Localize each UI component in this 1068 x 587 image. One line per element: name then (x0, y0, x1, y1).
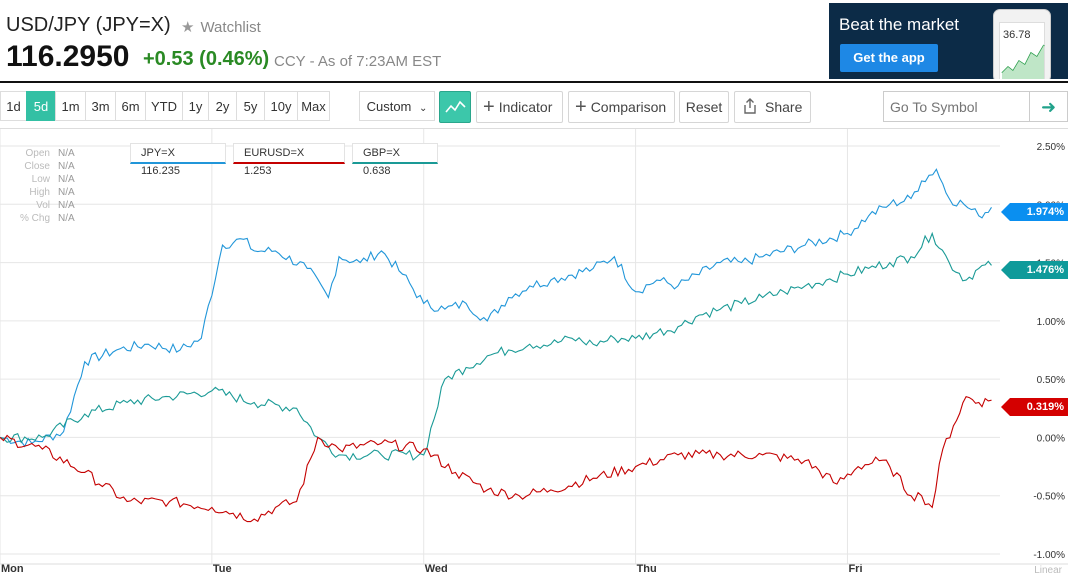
custom-range-dropdown[interactable]: Custom ⌄ (359, 91, 435, 121)
range-button-1d[interactable]: 1d (0, 91, 27, 121)
range-button-2y[interactable]: 2y (208, 91, 237, 121)
y-tick-label: 2.50% (1037, 142, 1065, 153)
share-button[interactable]: Share (734, 91, 811, 123)
series-line-eurusdx (0, 395, 992, 523)
comparison-button[interactable]: + Comparison (568, 91, 675, 123)
range-button-3m[interactable]: 3m (85, 91, 116, 121)
chart-type-button[interactable] (439, 91, 471, 123)
ad-headline: Beat the market (839, 15, 960, 34)
y-tick-label: 1.00% (1037, 317, 1065, 328)
legend-item[interactable]: EURUSD=X 1.253 (233, 143, 345, 177)
last-price: 116.2950 (6, 40, 130, 73)
y-tick-label: -1.00% (1033, 550, 1065, 561)
x-tick-label: Mon (1, 563, 24, 575)
reset-button[interactable]: Reset (679, 91, 729, 123)
quote-meta: CCY - As of 7:23AM EST (274, 53, 442, 70)
comparison-label: Comparison (590, 99, 667, 115)
ohlc-value: N/A (58, 187, 75, 198)
chevron-down-icon: ⌄ (419, 103, 428, 114)
header-divider (0, 81, 1068, 83)
ohlc-label: High (29, 187, 50, 198)
indicator-button[interactable]: + Indicator (476, 91, 563, 123)
legend-item[interactable]: GBP=X 0.638 (352, 143, 438, 177)
symbol-title: USD/JPY (JPY=X) (6, 14, 171, 36)
star-icon: ★ (181, 19, 195, 36)
share-label: Share (765, 99, 803, 115)
ohlc-value: N/A (58, 148, 75, 159)
line-chart-icon (445, 100, 466, 113)
ohlc-row: High N/A (0, 186, 80, 199)
range-button-10y[interactable]: 10y (264, 91, 298, 121)
phone-value: 36.78 (1003, 29, 1031, 41)
arrow-right-icon: ➜ (1040, 97, 1057, 117)
series-line-jpyx (0, 168, 992, 448)
last-value-tag: 0.319% (1001, 398, 1068, 416)
ohlc-label: Low (31, 174, 50, 185)
ohlc-value: N/A (58, 161, 75, 172)
watchlist-label: Watchlist (200, 19, 261, 36)
ohlc-value: N/A (58, 174, 75, 185)
go-to-symbol-input[interactable] (883, 91, 1030, 122)
reset-label: Reset (685, 99, 723, 115)
ohlc-value: N/A (58, 213, 75, 224)
ohlc-label: Open (25, 148, 50, 159)
y-tick-label: -0.50% (1033, 492, 1065, 503)
price-change: +0.53 (0.46%) (143, 48, 270, 70)
range-button-1y[interactable]: 1y (182, 91, 209, 121)
y-tick-label: 0.50% (1037, 375, 1065, 386)
range-button-1m[interactable]: 1m (55, 91, 86, 121)
ohlc-row: Low N/A (0, 173, 80, 186)
get-app-button[interactable]: Get the app (840, 44, 938, 72)
range-button-6m[interactable]: 6m (115, 91, 146, 121)
ohlc-row: Open N/A (0, 147, 80, 160)
toolbar-divider (0, 128, 1068, 129)
ohlc-label: % Chg (19, 213, 50, 224)
scale-label[interactable]: Linear (1034, 565, 1062, 576)
ohlc-row: Close N/A (0, 160, 80, 173)
watchlist-button[interactable]: ★ Watchlist (181, 18, 261, 36)
phone-screen: 36.78 (999, 22, 1045, 79)
legend-item[interactable]: JPY=X 116.235 (130, 143, 226, 177)
ohlc-row: % Chg N/A (0, 212, 80, 225)
custom-label: Custom (366, 99, 412, 114)
ohlc-value: N/A (58, 200, 75, 211)
app-ad-banner[interactable]: Beat the market Get the app 36.78 (829, 3, 1068, 79)
plus-icon: + (483, 96, 495, 118)
quote-header: USD/JPY (JPY=X) ★ Watchlist 116.2950 +0.5… (0, 0, 1068, 83)
x-tick-label: Tue (213, 563, 232, 575)
plus-icon: + (575, 96, 587, 118)
y-tick-label: 0.00% (1037, 433, 1065, 444)
indicator-label: Indicator (498, 99, 553, 115)
share-icon (744, 98, 756, 114)
range-button-max[interactable]: Max (297, 91, 330, 121)
price-chart[interactable]: 2.50%2.00%1.50%1.00%0.50%0.00%-0.50%-1.0… (0, 129, 1068, 587)
phone-chart-icon (1001, 44, 1045, 79)
range-button-5d[interactable]: 5d (26, 91, 56, 121)
ohlc-label: Vol (36, 200, 50, 211)
range-button-5y[interactable]: 5y (236, 91, 265, 121)
ohlc-panel: Open N/A Close N/A Low N/A High N/A Vol N/A % Chg N… (0, 147, 80, 225)
phone-image: 36.78 (993, 9, 1051, 79)
series-line-gbpx (0, 231, 992, 462)
chart-area[interactable]: 2.50%2.00%1.50%1.00%0.50%0.00%-0.50%-1.0… (0, 129, 1068, 587)
ohlc-row: Vol N/A (0, 199, 80, 212)
ohlc-label: Close (24, 161, 50, 172)
chart-toolbar: 1d 5d 1m 3m 6m YTD 1y 2y 5y 10y Max Custom ⌄ + Indi… (0, 91, 1068, 123)
x-tick-label: Wed (425, 563, 448, 575)
range-button-ytd[interactable]: YTD (145, 91, 183, 121)
last-value-tag: 1.476% (1001, 261, 1068, 279)
x-tick-label: Fri (848, 563, 862, 575)
go-button[interactable]: ➜ (1030, 91, 1068, 122)
x-tick-label: Thu (637, 563, 657, 575)
last-value-tag: 1.974% (1001, 203, 1068, 221)
